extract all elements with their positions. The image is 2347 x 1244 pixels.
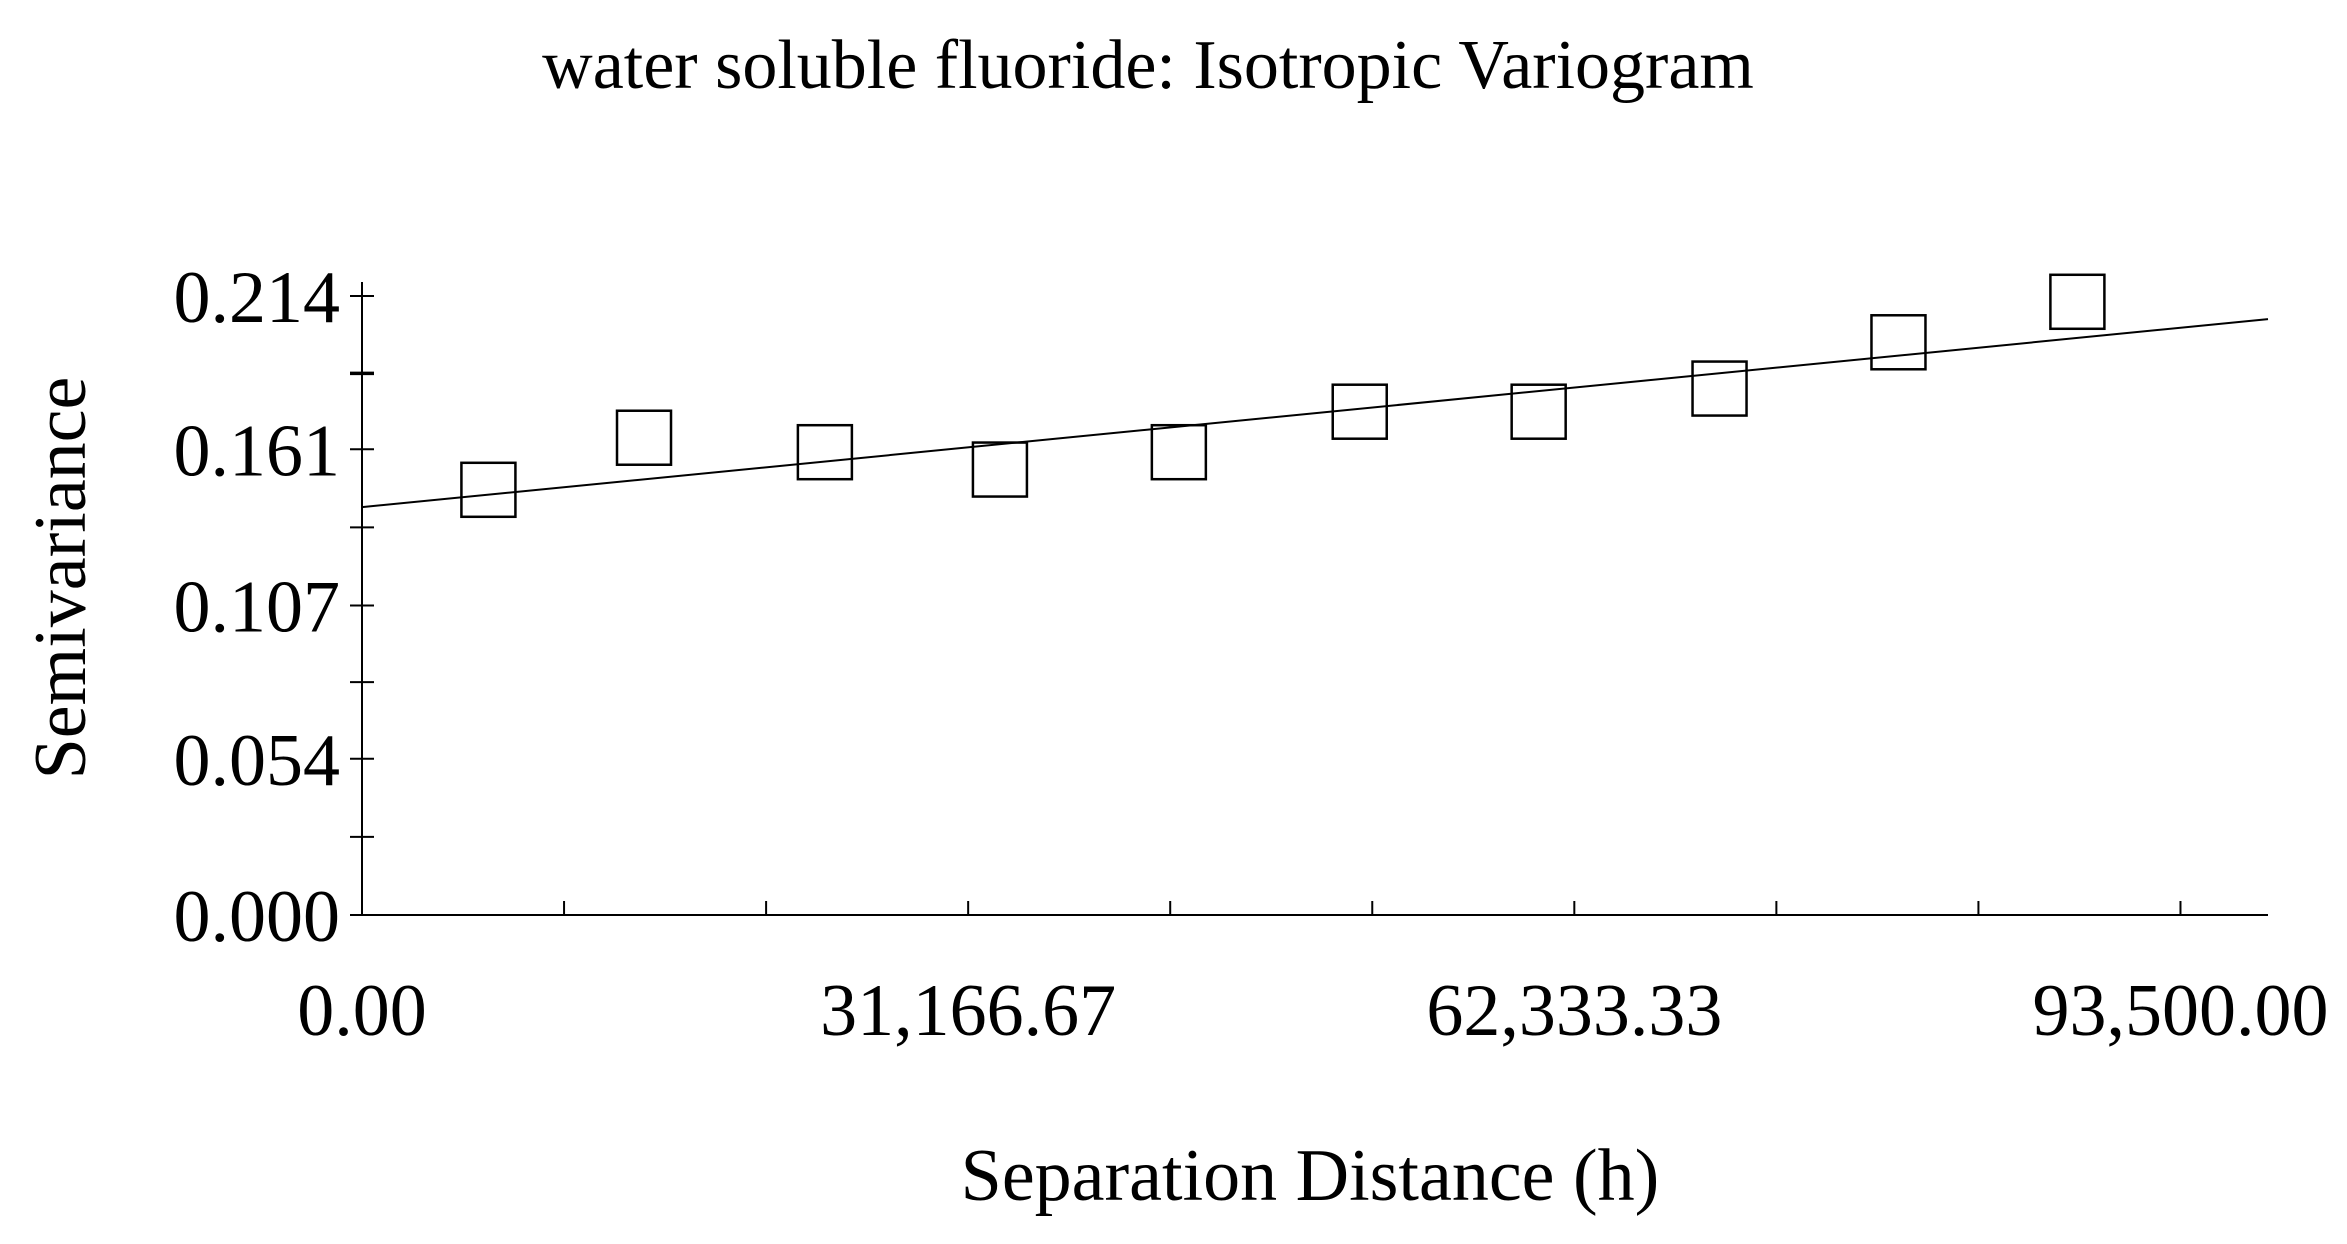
y-axis-ticks: 0.000 0.054 0.107 0.161 0.214 <box>174 257 374 958</box>
data-points <box>460 273 2106 519</box>
y-tick-label: 0.214 <box>174 257 341 339</box>
data-point <box>1870 314 1927 371</box>
data-point <box>796 423 854 481</box>
x-tick-label: 31,166.67 <box>820 970 1116 1052</box>
x-tick-label: 0.00 <box>297 970 427 1052</box>
data-point <box>460 461 517 519</box>
model-fit-line <box>361 318 2269 509</box>
data-point <box>1691 360 1748 417</box>
y-axis-label: Semivariance <box>20 377 102 780</box>
data-point <box>1510 383 1567 440</box>
x-axis-ticks: 0.00 31,166.67 62,333.33 93,500.00 <box>297 901 2328 1052</box>
data-point <box>1331 383 1388 440</box>
x-tick-label: 93,500.00 <box>2032 970 2328 1052</box>
data-point <box>2049 273 2106 331</box>
y-tick-label: 0.107 <box>174 567 341 649</box>
x-axis-label: Separation Distance (h) <box>961 1135 1660 1217</box>
y-tick-label: 0.000 <box>174 876 341 958</box>
fit-line <box>361 318 2269 509</box>
y-tick-label: 0.054 <box>174 720 341 802</box>
chart-title: water soluble fluoride: Isotropic Variog… <box>542 27 1754 104</box>
data-point <box>615 409 673 466</box>
axes <box>361 282 2268 916</box>
data-point <box>1150 423 1208 481</box>
x-tick-label: 62,333.33 <box>1426 970 1722 1052</box>
data-point <box>971 441 1029 498</box>
y-tick-label: 0.161 <box>174 410 341 492</box>
